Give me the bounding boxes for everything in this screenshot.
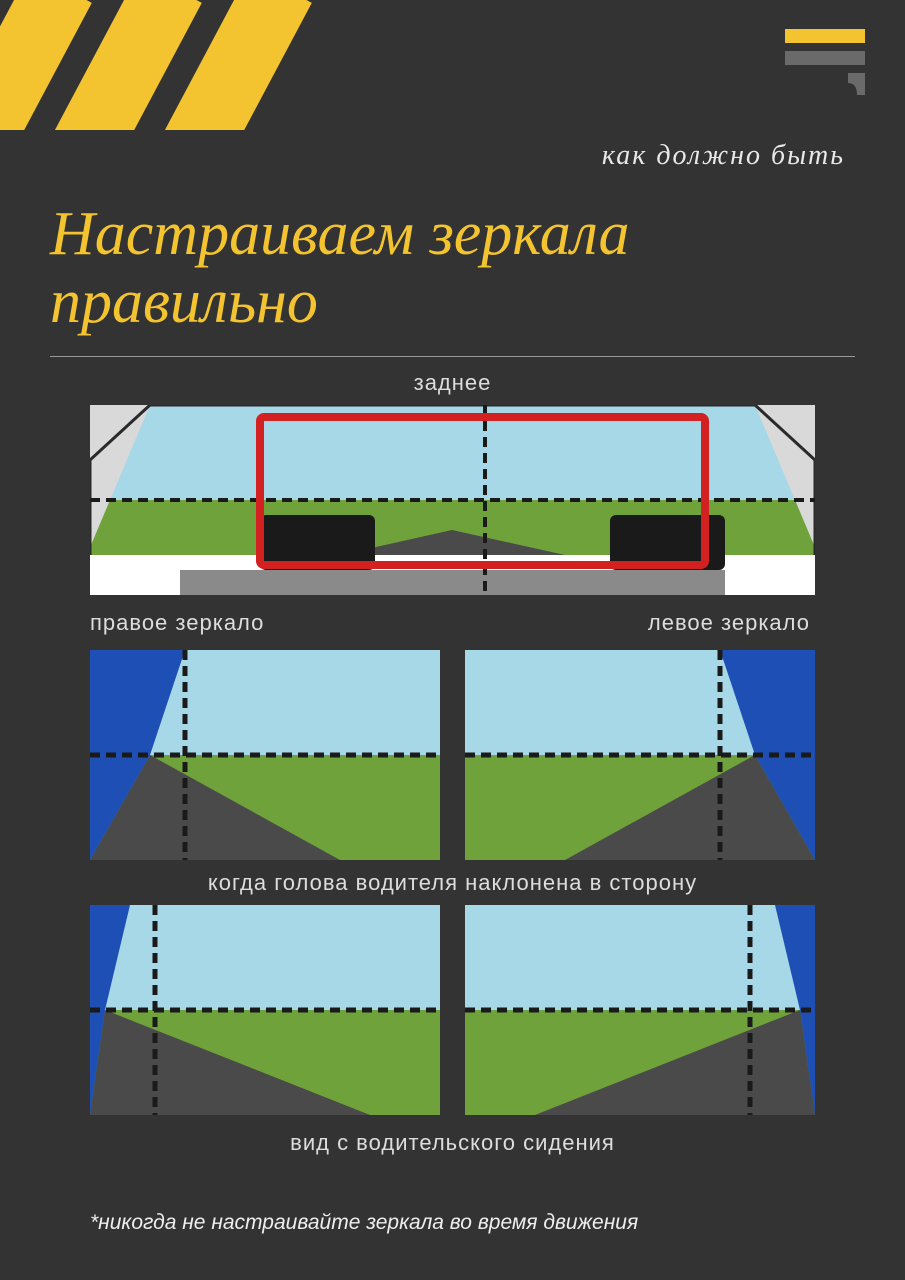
footnote: *никогда не настраивайте зеркала во врем… [90,1211,638,1235]
subtitle: как должно быть [602,140,845,172]
mirror-row-driver [90,905,815,1115]
side-mirror-labels: правое зеркало левое зеркало [0,610,905,636]
label-tilted: когда голова водителя наклонена в сторон… [0,870,905,896]
right-mirror-tilted [90,650,440,860]
logo-icon [780,25,870,95]
label-rear: заднее [0,370,905,396]
label-left-mirror: левое зеркало [450,610,905,636]
main-title: Настраиваем зеркала правильно [50,200,855,357]
label-right-mirror: правое зеркало [0,610,450,636]
mirror-row-tilted [90,650,815,860]
label-driver-view: вид с водительского сидения [0,1130,905,1156]
right-mirror-driver [90,905,440,1115]
hazard-stripes [0,0,430,130]
rear-mirror-diagram [90,405,815,595]
left-mirror-tilted [465,650,815,860]
left-mirror-driver [465,905,815,1115]
header [0,0,905,130]
